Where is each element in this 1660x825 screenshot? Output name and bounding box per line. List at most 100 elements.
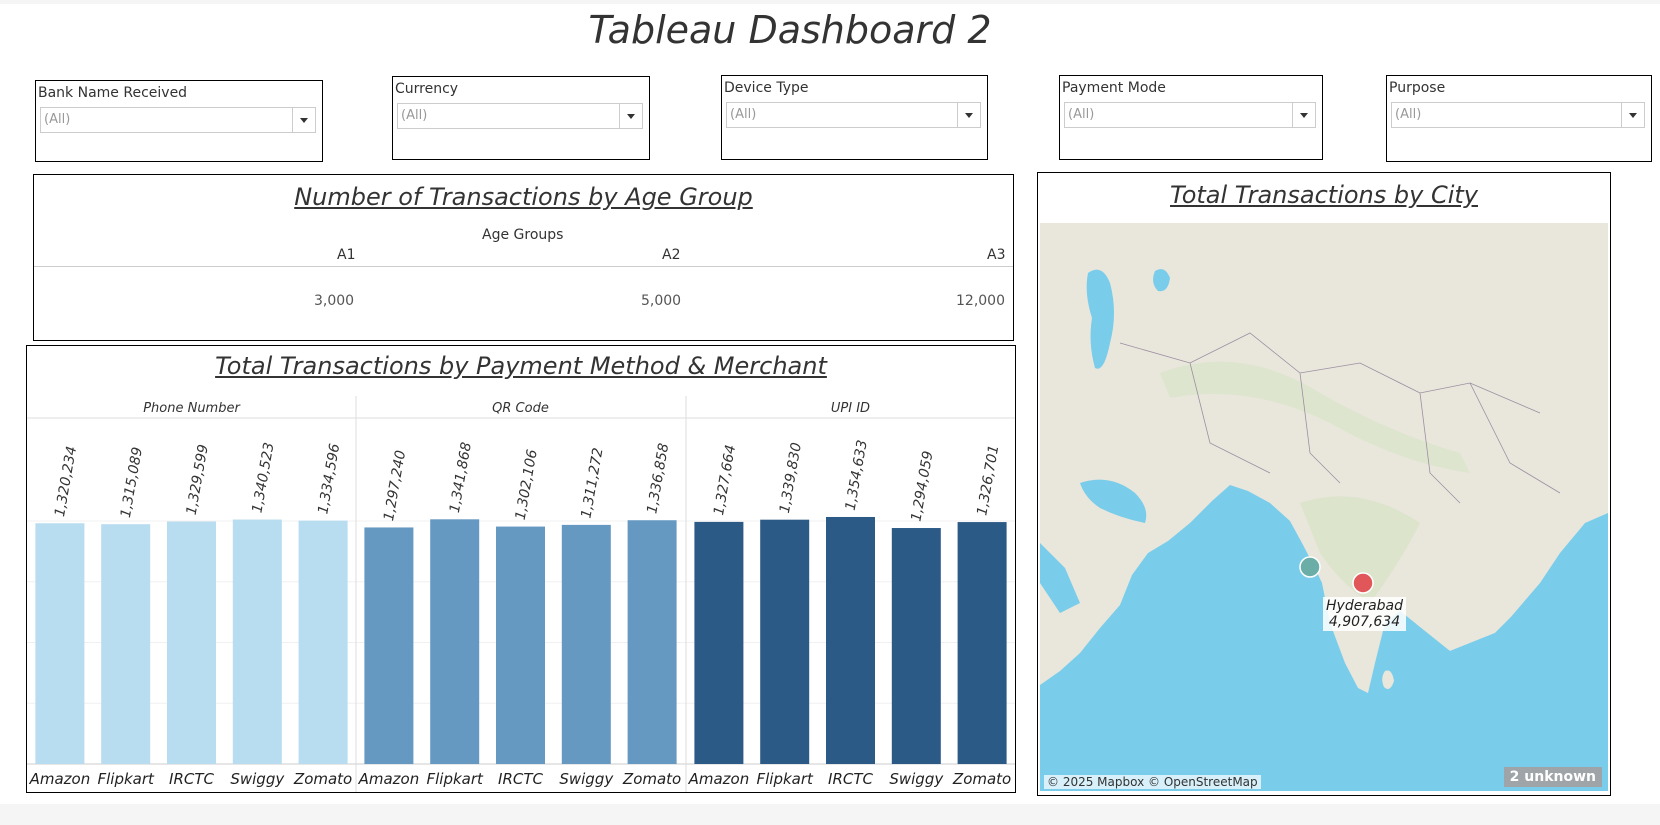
bar: [891, 528, 941, 764]
age-group-a2-value: 5,000: [641, 293, 682, 309]
bar: [167, 521, 216, 764]
age-panel-title: Number of Transactions by Age Group: [294, 183, 753, 211]
age-group-a1-value: 3,000: [314, 293, 355, 309]
bar: [627, 520, 677, 764]
dropdown-value: (All): [1068, 107, 1095, 122]
bar-panel-title: Total Transactions by Payment Method & M…: [215, 352, 827, 380]
currency-dropdown[interactable]: (All): [397, 103, 643, 129]
age-groups-header: Age Groups: [482, 227, 564, 243]
category-label: Flipkart: [426, 770, 484, 788]
chevron-down-icon[interactable]: [1292, 103, 1315, 127]
pane-header: UPI ID: [831, 401, 870, 416]
bar: [298, 520, 348, 764]
bar-value-label: 1,297,240: [381, 449, 409, 522]
chevron-down-icon[interactable]: [619, 104, 642, 128]
pane-header: Phone Number: [143, 401, 241, 416]
bar-value-label: 1,315,089: [118, 446, 146, 519]
unknown-indicator[interactable]: 2 unknown: [1503, 767, 1602, 787]
category-label: Zomato: [952, 770, 1011, 788]
category-label: Amazon: [29, 770, 91, 788]
payment-mode-dropdown[interactable]: (All): [1064, 102, 1316, 128]
filter-label: Device Type: [724, 80, 809, 96]
map-base: [1040, 223, 1608, 791]
filter-device-type: Device Type (All): [721, 75, 988, 160]
device-type-dropdown[interactable]: (All): [726, 102, 981, 128]
chevron-down-icon[interactable]: [1621, 103, 1644, 127]
bar: [957, 522, 1007, 764]
hyderabad-city-name: Hyderabad: [1326, 598, 1403, 614]
bar-value-label: 1,339,830: [777, 441, 805, 514]
filter-bank-name: Bank Name Received (All): [35, 80, 323, 162]
bar-value-label: 1,327,664: [711, 444, 739, 517]
bar-value-label: 1,341,868: [447, 441, 475, 514]
bar-value-label: 1,340,523: [249, 441, 277, 514]
map-arabian-gulf: [1080, 479, 1147, 523]
filter-currency: Currency (All): [392, 76, 650, 160]
hyderabad-value: 4,907,634: [1328, 614, 1401, 630]
map-green-mountains: [1160, 361, 1470, 473]
category-label: Zomato: [293, 770, 352, 788]
category-label: Amazon: [688, 770, 750, 788]
filter-purpose: Purpose (All): [1386, 75, 1652, 162]
category-label: Amazon: [358, 770, 420, 788]
dropdown-value: (All): [401, 108, 428, 123]
bar-value-label: 1,302,106: [513, 448, 541, 521]
bar-value-label: 1,329,599: [184, 443, 212, 516]
bar: [561, 524, 611, 764]
dropdown-value: (All): [1395, 107, 1422, 122]
dropdown-value: (All): [44, 112, 71, 127]
map-bay-of-bengal: [1390, 611, 1510, 723]
bar: [430, 519, 480, 764]
age-group-a2-label: A2: [662, 247, 681, 263]
bar-value-label: 1,354,633: [843, 439, 871, 512]
map-green-india: [1300, 496, 1420, 603]
bar-chart: Phone Number 1,320,234 Amazon 1,315,089 Flip…: [27, 396, 1015, 792]
pane-header: QR Code: [492, 401, 549, 416]
category-label: Zomato: [622, 770, 681, 788]
map-land: [1040, 223, 1608, 693]
bar: [760, 519, 810, 764]
category-label: Flipkart: [97, 770, 155, 788]
filter-label: Purpose: [1389, 80, 1446, 96]
map-panel-title: Total Transactions by City: [1170, 181, 1478, 209]
bar: [826, 516, 875, 764]
bar: [232, 519, 282, 764]
bar-value-label: 1,336,858: [644, 442, 672, 515]
map-aral-sea: [1153, 269, 1170, 292]
category-label: IRCTC: [828, 770, 873, 788]
bar: [496, 526, 545, 764]
map-red-sea: [1040, 543, 1080, 613]
map-borders: [1119, 332, 1561, 504]
dropdown-value: (All): [730, 107, 757, 122]
bar-value-label: 1,294,059: [908, 450, 936, 523]
hyderabad-label: Hyderabad 4,907,634: [1323, 597, 1406, 631]
category-label: Swiggy: [889, 770, 944, 788]
category-label: Flipkart: [756, 770, 814, 788]
map-marker-teal[interactable]: [1299, 556, 1321, 578]
dashboard-title: Tableau Dashboard 2: [588, 8, 992, 52]
purpose-dropdown[interactable]: (All): [1391, 102, 1645, 128]
city-map-panel: Total Transactions by City Hyderabad 4,9…: [1037, 172, 1611, 796]
map-sri-lanka: [1382, 670, 1394, 689]
bar-value-label: 1,334,596: [315, 442, 343, 515]
map-marker-hyderabad[interactable]: [1352, 572, 1374, 594]
filter-payment-mode: Payment Mode (All): [1059, 75, 1323, 160]
age-group-a1-label: A1: [337, 247, 356, 263]
filter-label: Bank Name Received: [38, 85, 188, 101]
category-label: Swiggy: [559, 770, 614, 788]
chevron-down-icon[interactable]: [957, 103, 980, 127]
category-label: IRCTC: [498, 770, 543, 788]
bank-name-dropdown[interactable]: (All): [40, 107, 316, 133]
city-map[interactable]: Hyderabad 4,907,634 © 2025 Mapbox © Open…: [1040, 223, 1608, 791]
chevron-down-icon[interactable]: [292, 108, 315, 132]
bar-value-label: 1,326,701: [974, 444, 1002, 517]
age-group-a3-value: 12,000: [956, 293, 1005, 309]
bar-value-label: 1,320,234: [52, 445, 80, 518]
age-group-a3-label: A3: [987, 247, 1006, 263]
age-header-divider: [34, 266, 1013, 267]
category-label: Swiggy: [230, 770, 285, 788]
map-credit[interactable]: © 2025 Mapbox © OpenStreetMap: [1044, 775, 1261, 789]
bar: [101, 524, 151, 764]
category-label: IRCTC: [169, 770, 214, 788]
bar: [364, 527, 414, 764]
